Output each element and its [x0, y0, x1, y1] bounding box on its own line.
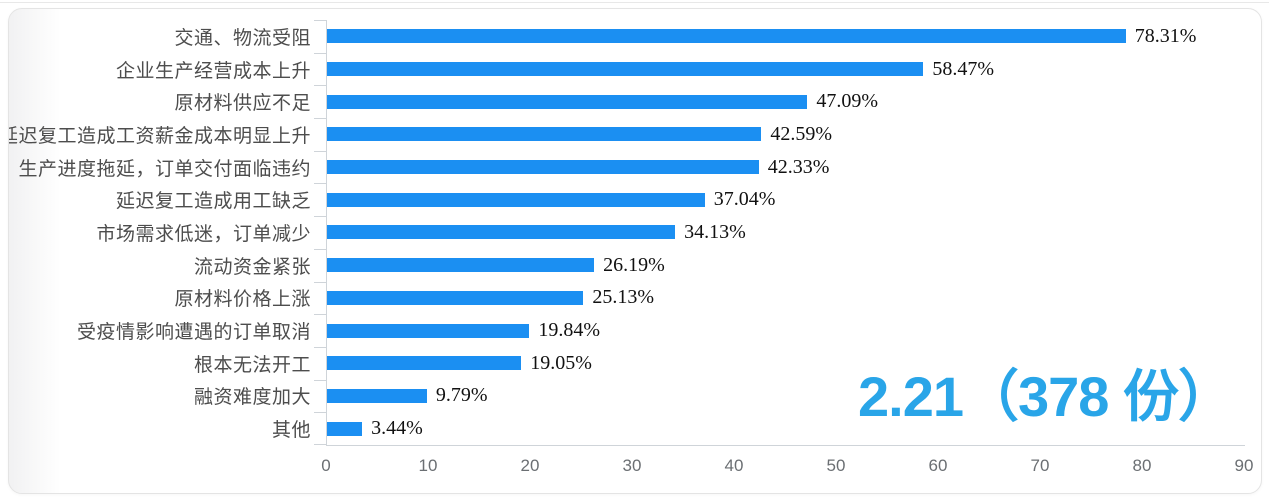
bar-value-label: 42.33%	[767, 155, 830, 178]
bar-value-label: 3.44%	[371, 417, 423, 440]
bar-value-label: 19.84%	[538, 319, 601, 342]
x-axis-tick-labels: 0 10 20 30 40 50 60 70 80 90	[321, 456, 1253, 482]
bar	[327, 127, 762, 142]
x-tick-label: 70	[1030, 456, 1050, 475]
bar	[327, 388, 427, 403]
bar	[327, 62, 924, 77]
y-axis-boundary-tick	[314, 85, 327, 87]
chart-card: 交通、物流受阻企业生产经营成本上升原材料供应不足延迟复工造成工资薪金成本明显上升…	[8, 8, 1262, 494]
bar-row: 25.13%	[327, 282, 1245, 315]
bar-row: 9.79%	[327, 380, 1245, 413]
x-tick-label: 20	[520, 456, 540, 475]
bar	[327, 94, 808, 109]
x-tick-label: 90	[1234, 456, 1254, 475]
bar-value-label: 25.13%	[592, 286, 654, 309]
bar-row: 37.04%	[327, 183, 1245, 216]
bar-value-label: 47.09%	[816, 90, 878, 113]
y-axis-boundary-tick	[314, 216, 327, 218]
x-tick-label: 0	[321, 456, 331, 475]
bar	[327, 290, 584, 305]
y-axis-boundary-tick	[314, 52, 327, 54]
category-label: 其他	[271, 420, 311, 442]
category-label: 延迟复工造成工资薪金成本明显上升	[8, 125, 311, 147]
page-top-divider	[0, 2, 1269, 3]
bar-value-label: 58.47%	[932, 57, 995, 80]
bar-value-label: 37.04%	[713, 188, 776, 211]
category-label: 原材料供应不足	[174, 93, 311, 115]
x-tick-label: 50	[826, 456, 846, 475]
bar	[327, 160, 759, 175]
bar-row: 42.59%	[327, 118, 1245, 151]
bar-value-label: 26.19%	[603, 253, 665, 276]
bar-chart-plot-area: 78.31% 58.47% 47.09% 42.59% 42.33% 37.04% 34.1…	[314, 20, 1245, 446]
y-axis-boundary-tick	[314, 183, 327, 185]
bar-row: 42.33%	[327, 151, 1245, 184]
average-count-annotation: 2.21（378 份）	[858, 365, 1234, 428]
category-label: 流动资金紧张	[193, 256, 311, 278]
x-tick-label: 40	[724, 456, 744, 475]
category-label: 生产进度拖延，订单交付面临违约	[18, 158, 311, 180]
bar	[327, 356, 522, 371]
category-label: 交通、物流受阻	[174, 27, 311, 49]
bar-value-label: 42.59%	[770, 122, 833, 145]
y-axis-boundary-tick	[314, 412, 327, 414]
category-label: 市场需求低迷，订单减少	[96, 223, 311, 245]
y-axis-boundary-tick	[314, 118, 327, 120]
bar	[327, 29, 1126, 44]
y-axis-boundary-tick	[314, 346, 327, 348]
y-axis-boundary-tick	[314, 150, 327, 152]
x-tick-label: 80	[1132, 456, 1152, 475]
bar-row: 34.13%	[327, 216, 1245, 249]
bar-row: 26.19%	[327, 249, 1245, 282]
x-tick-label: 10	[418, 456, 438, 475]
bar-value-label: 19.05%	[530, 351, 592, 374]
category-label: 融资难度加大	[193, 387, 311, 409]
bar-row: 78.31%	[327, 20, 1245, 53]
bar-row: 19.05%	[327, 347, 1245, 380]
y-axis-boundary-tick	[314, 444, 327, 445]
bar	[327, 225, 676, 240]
bar-row: 3.44%	[327, 412, 1245, 445]
y-axis-boundary-tick	[314, 379, 327, 381]
bar-row: 58.47%	[327, 53, 1245, 86]
category-label: 受疫情影响遭遇的订单取消	[76, 322, 311, 344]
x-tick-label: 60	[928, 456, 948, 475]
x-tick-label: 30	[622, 456, 642, 475]
y-axis-boundary-tick	[314, 314, 327, 316]
bar-row: 19.84%	[327, 314, 1245, 347]
category-label: 企业生产经营成本上升	[115, 60, 311, 82]
category-axis-labels: 交通、物流受阻企业生产经营成本上升原材料供应不足延迟复工造成工资薪金成本明显上升…	[9, 20, 311, 445]
bar	[327, 192, 705, 207]
bar-row: 47.09%	[327, 85, 1245, 118]
category-label: 原材料价格上涨	[174, 289, 311, 311]
bar-value-label: 78.31%	[1134, 24, 1197, 47]
bar	[327, 323, 530, 338]
y-axis-boundary-tick	[314, 20, 327, 21]
y-axis-boundary-tick	[314, 281, 327, 283]
bar-value-label: 9.79%	[435, 384, 488, 407]
bar	[327, 258, 595, 273]
category-label: 延迟复工造成用工缺乏	[115, 191, 311, 213]
bar-value-label: 34.13%	[684, 220, 746, 243]
y-axis-boundary-tick	[314, 248, 327, 250]
bar	[327, 421, 363, 436]
category-label: 根本无法开工	[193, 354, 311, 376]
